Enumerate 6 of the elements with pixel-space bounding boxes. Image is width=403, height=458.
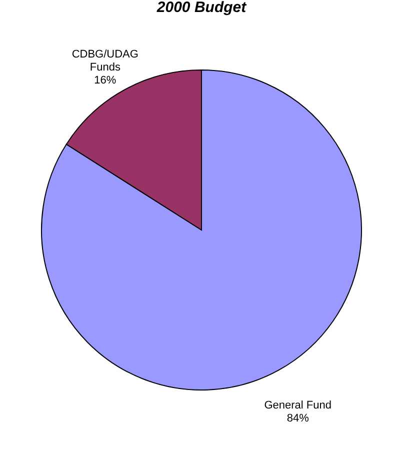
data-label: 84% [286, 412, 310, 424]
pie-slice [41, 70, 362, 390]
slice-label: General Fund [264, 399, 332, 412]
chart-title: 2000 Budget [156, 0, 248, 16]
data-label: 16% [94, 74, 116, 87]
slice-label: CDBG/UDAG Funds [72, 48, 138, 74]
